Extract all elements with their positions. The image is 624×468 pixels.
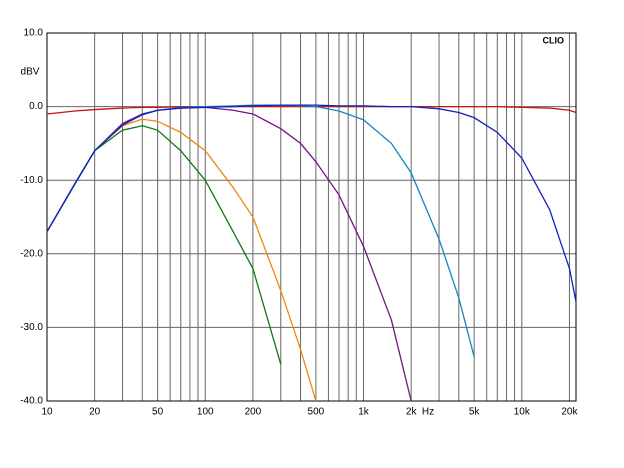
x-tick-label: 5k xyxy=(469,407,481,418)
x-tick-label: 10k xyxy=(514,407,531,418)
y-tick-label: -10.0 xyxy=(20,175,43,186)
y-tick-label: 0.0 xyxy=(29,101,43,112)
y-axis-label: dBV xyxy=(21,67,40,78)
x-tick-label: 100 xyxy=(197,407,214,418)
y-tick-label: -30.0 xyxy=(20,322,43,333)
y-tick-label: -40.0 xyxy=(20,396,43,407)
x-tick-label: 200 xyxy=(245,407,262,418)
x-tick-label: 50 xyxy=(152,407,164,418)
x-tick-label: 1k xyxy=(358,407,370,418)
watermark: CLIO xyxy=(543,35,565,45)
x-tick-label: 20k xyxy=(561,407,578,418)
x-tick-label: 20 xyxy=(89,407,101,418)
x-axis-label: Hz xyxy=(422,407,434,418)
y-tick-label: -20.0 xyxy=(20,248,43,259)
series-line xyxy=(46,106,412,402)
y-tick-label: 10.0 xyxy=(24,28,44,39)
x-tick-label: 500 xyxy=(308,407,325,418)
series-line xyxy=(46,104,577,302)
x-tick-label: 2k xyxy=(406,407,418,418)
x-tick-label: 10 xyxy=(41,407,53,418)
plot-frame xyxy=(46,32,577,402)
